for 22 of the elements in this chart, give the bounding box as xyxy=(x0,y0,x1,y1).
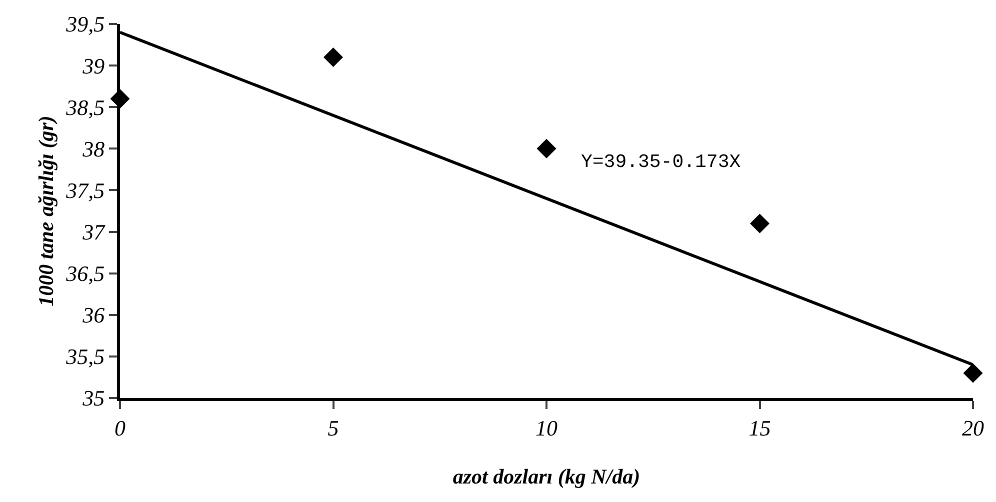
point xyxy=(536,138,556,158)
y-axis-title: 1000 tane ağırlığı (gr) xyxy=(34,116,58,306)
y-tick-label: 38 xyxy=(82,136,105,162)
x-axis-title: azot dozları (kg N/da) xyxy=(452,464,640,489)
y-tick-label: 39 xyxy=(82,53,105,78)
x-tick-label: 10 xyxy=(536,415,558,440)
y-tick-label: 36 xyxy=(82,302,105,328)
y-tick-label: 38,5 xyxy=(65,94,105,120)
y-tick-label: 35 xyxy=(82,386,105,411)
x-tick-label: 15 xyxy=(748,415,771,440)
y-tick-label: 37,5 xyxy=(65,178,105,203)
annotation: Y=39.35-0.173X xyxy=(581,151,742,173)
x-tick-label: 0 xyxy=(114,415,126,440)
y-tick-label: 39,5 xyxy=(65,12,105,37)
y-tick-label: 37 xyxy=(82,219,106,244)
point xyxy=(750,214,770,234)
point xyxy=(324,47,343,67)
x-tick-label: 20 xyxy=(962,415,984,440)
point xyxy=(963,363,983,383)
y-tick-label: 36,5 xyxy=(65,261,105,286)
x-tick-label: 5 xyxy=(328,415,339,440)
y-tick-label: 35,5 xyxy=(65,344,105,370)
